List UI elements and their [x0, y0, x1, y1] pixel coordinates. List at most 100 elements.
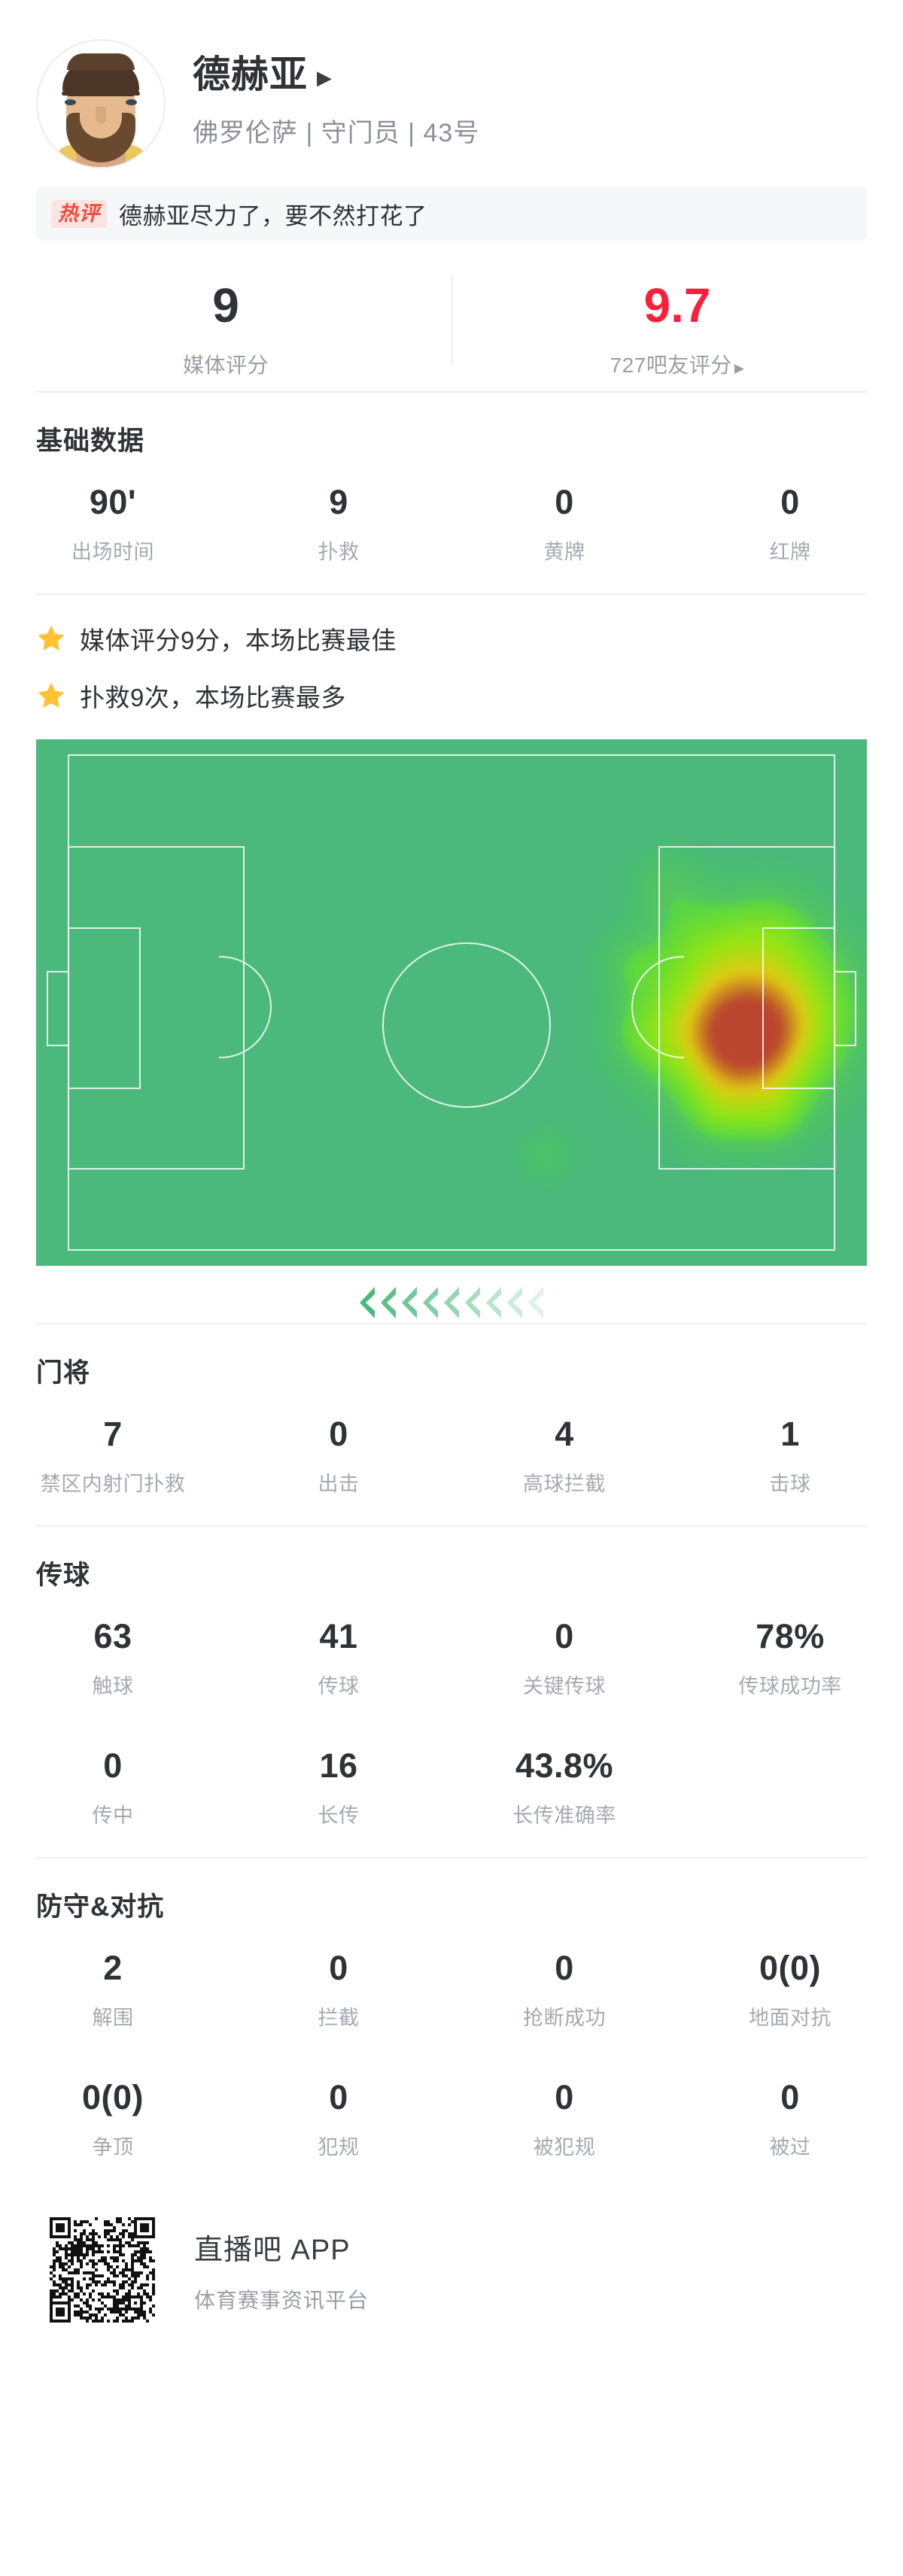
- app-footer: 直播吧 APP 体育赛事资讯平台: [0, 2189, 903, 2323]
- stat-label: 黄牌: [543, 541, 585, 563]
- footer-text: 直播吧 APP 体育赛事资讯平台: [194, 2226, 369, 2314]
- ratings-divider: [451, 275, 453, 366]
- hot-comment-banner[interactable]: 热评 德赫亚尽力了，要不然打花了: [36, 187, 867, 241]
- stat-label: 出击: [318, 1473, 360, 1495]
- stat-value: 4: [555, 1415, 574, 1453]
- avatar[interactable]: [36, 39, 166, 168]
- chevron-left-icon: [423, 1287, 438, 1318]
- badge-item: 媒体评分9分，本场比赛最佳: [36, 620, 903, 657]
- pitch-center-circle: [382, 942, 551, 1108]
- star-icon: [36, 681, 66, 711]
- pitch-goal-left: [47, 971, 69, 1046]
- divider: [36, 593, 867, 595]
- stat-cell: 90' 出场时间: [0, 458, 226, 587]
- stat-grid-basic: 90' 出场时间 9 扑救 0 黄牌 0 红牌: [0, 458, 903, 593]
- hot-comment-text: 德赫亚尽力了，要不然打花了: [119, 202, 427, 229]
- stat-cell: 9 扑救: [226, 458, 451, 587]
- chevron-right-icon: ▶: [734, 361, 745, 375]
- pitch-heatmap[interactable]: [36, 739, 867, 1266]
- stat-label: 传球: [318, 1675, 360, 1698]
- stat-label: 红牌: [769, 541, 811, 563]
- stat-label: 出场时间: [71, 541, 154, 563]
- stat-value: 78%: [756, 1617, 825, 1655]
- stat-cell: 0 抢断成功: [451, 1924, 677, 2053]
- pitch-goal-right: [834, 971, 856, 1046]
- stat-label: 犯规: [318, 2136, 360, 2159]
- stat-value: 0: [329, 1949, 348, 1987]
- heatmap-section: [0, 739, 903, 1323]
- stat-cell: 0(0) 地面对抗: [677, 1924, 903, 2053]
- stat-label: 被过: [769, 2136, 811, 2159]
- section-title-goalkeeper: 门将: [36, 1358, 91, 1388]
- fans-rating[interactable]: 9.7 727吧友评分 ▶: [451, 281, 903, 379]
- stat-value: 0(0): [759, 1949, 822, 1987]
- player-name[interactable]: 德赫亚: [193, 53, 308, 96]
- fans-rating-label-text: 727吧友评分: [610, 353, 732, 377]
- stat-label: 拦截: [318, 2007, 360, 2029]
- stat-cell: 1 击球: [677, 1390, 903, 1519]
- stat-value: 0: [555, 1949, 574, 1987]
- footer-app-name: 直播吧 APP: [194, 2234, 351, 2266]
- fans-rating-label[interactable]: 727吧友评分 ▶: [451, 349, 903, 379]
- stat-value: 0: [780, 483, 800, 521]
- media-rating: 9 媒体评分: [0, 281, 451, 379]
- stat-cell: 0 红牌: [677, 458, 903, 587]
- hot-comment-tag: 热评: [51, 199, 107, 228]
- divider: [36, 1323, 867, 1324]
- stat-label: 解围: [92, 2007, 134, 2029]
- badge-text: 扑救9次，本场比赛最多: [80, 684, 346, 712]
- stat-value: 2: [103, 1949, 123, 1987]
- player-identity: 德赫亚 ▶ 佛罗伦萨 | 守门员 | 43号: [193, 54, 479, 153]
- stat-cell: 2 解围: [0, 1924, 226, 2053]
- stat-label: 争顶: [92, 2136, 134, 2159]
- section-title-passing: 传球: [36, 1561, 91, 1590]
- pitch-goal-area-right: [762, 927, 835, 1089]
- stat-cell: 41 传球: [226, 1592, 451, 1722]
- stat-value: 41: [319, 1617, 358, 1655]
- attack-direction-arrows: [36, 1282, 867, 1323]
- chevron-left-icon: [381, 1287, 396, 1318]
- stat-cell: 0(0) 争顶: [0, 2053, 226, 2183]
- stat-label: 长传准确率: [512, 1804, 616, 1827]
- stat-cell: 16 长传: [226, 1722, 451, 1851]
- chevron-left-icon: [444, 1287, 459, 1318]
- chevron-right-icon[interactable]: ▶: [317, 65, 332, 89]
- star-icon: [36, 624, 66, 654]
- stat-value: 0: [329, 2078, 348, 2116]
- qr-code[interactable]: [50, 2217, 155, 2323]
- stat-label: 击球: [769, 1473, 811, 1495]
- pitch-goal-area-left: [68, 927, 141, 1089]
- stat-grid-passing: 63 触球 41 传球 0 关键传球 78% 传球成功率 0 传中 16 长传 …: [0, 1592, 903, 1857]
- stat-cell: 0 黄牌: [451, 458, 677, 587]
- stat-value: 0: [555, 1617, 574, 1655]
- fans-rating-value: 9.7: [643, 278, 711, 332]
- stat-value: 63: [93, 1617, 132, 1655]
- stat-value: 90': [89, 483, 137, 521]
- chevron-left-icon: [486, 1287, 501, 1318]
- stat-value: 16: [319, 1746, 358, 1785]
- footer-app-tagline: 体育赛事资讯平台: [194, 2288, 369, 2312]
- stat-value: 1: [780, 1415, 800, 1453]
- stat-label: 触球: [92, 1675, 134, 1698]
- badge-item: 扑救9次，本场比赛最多: [36, 678, 903, 714]
- stat-cell: 63 触球: [0, 1592, 226, 1722]
- stat-value: 7: [103, 1415, 123, 1453]
- chevron-left-icon: [402, 1287, 417, 1318]
- stat-label: 地面对抗: [749, 2007, 832, 2029]
- stat-value: 43.8%: [515, 1746, 614, 1785]
- ratings-row: 9 媒体评分 9.7 727吧友评分 ▶: [0, 269, 903, 391]
- chevron-left-icon: [360, 1287, 375, 1318]
- stat-cell: 0 犯规: [226, 2053, 451, 2183]
- chevron-left-icon: [528, 1287, 543, 1318]
- stat-label: 关键传球: [523, 1675, 606, 1698]
- stat-cell: 0 拦截: [226, 1924, 451, 2053]
- player-meta: 佛罗伦萨 | 守门员 | 43号: [193, 119, 480, 147]
- divider: [36, 391, 867, 393]
- stat-cell: 0 关键传球: [451, 1592, 677, 1722]
- section-title-basic: 基础数据: [36, 426, 145, 456]
- divider: [36, 1525, 867, 1527]
- stat-value: 0: [780, 2078, 800, 2116]
- media-rating-value: 9: [212, 278, 239, 332]
- stat-cell: 78% 传球成功率: [677, 1592, 903, 1722]
- player-portrait-illustration: [38, 41, 164, 167]
